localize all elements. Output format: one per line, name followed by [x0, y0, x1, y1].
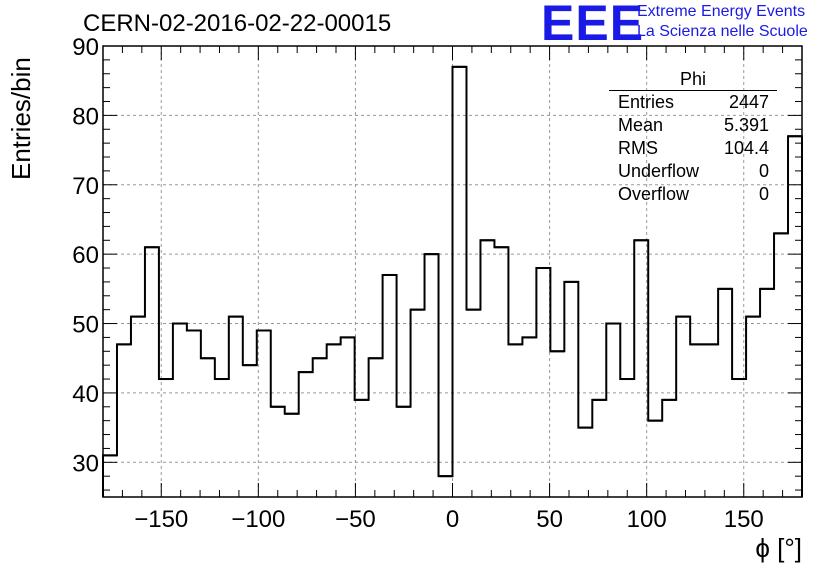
y-tick-label: 50 — [72, 312, 99, 339]
stats-value: 0 — [758, 161, 769, 181]
stats-title: Phi — [609, 68, 777, 91]
stats-row-rms: RMS 104.4 — [609, 137, 777, 160]
stats-row-overflow: Overflow 0 — [609, 183, 777, 206]
stats-row-underflow: Underflow 0 — [609, 160, 777, 183]
chart-title: CERN-02-2016-02-22-00015 — [83, 10, 392, 37]
y-tick-label: 30 — [72, 450, 99, 477]
stats-row-entries: Entries 2447 — [609, 91, 777, 114]
stats-label: Underflow — [618, 161, 700, 181]
logo-line-2: La Scienza nelle Scuole — [637, 23, 808, 40]
stats-box: Phi Entries 2447 Mean 5.391 RMS 104.4 Un… — [609, 68, 777, 206]
x-tick-label: 150 — [724, 506, 764, 533]
stats-value: 2447 — [728, 92, 769, 112]
stats-label: Entries — [618, 92, 675, 112]
logo-line-1: Extreme Energy Events — [637, 3, 806, 20]
stats-label: Overflow — [618, 184, 690, 204]
x-tick-label: 100 — [627, 506, 667, 533]
x-tick-label: −100 — [231, 506, 285, 533]
logo-caption: Extreme Energy Events La Scienza nelle S… — [637, 2, 808, 42]
stats-value: 5.391 — [723, 115, 769, 135]
x-tick-label: 50 — [536, 506, 563, 533]
y-tick-label: 60 — [72, 242, 99, 269]
stats-value: 0 — [758, 184, 769, 204]
y-axis-label: Entries/bin — [6, 57, 36, 180]
stats-row-mean: Mean 5.391 — [609, 114, 777, 137]
stats-value: 104.4 — [723, 138, 769, 158]
x-tick-label: 0 — [446, 506, 459, 533]
eee-logo: EEE — [541, 0, 645, 51]
x-axis-label: ϕ [°] — [755, 533, 802, 563]
stats-label: Mean — [618, 115, 664, 135]
y-tick-label: 70 — [72, 173, 99, 200]
stats-label: RMS — [618, 138, 658, 158]
x-tick-label: −50 — [335, 506, 376, 533]
y-tick-label: 90 — [72, 34, 99, 61]
x-tick-label: −150 — [134, 506, 188, 533]
y-tick-label: 40 — [72, 381, 99, 408]
y-tick-label: 80 — [72, 103, 99, 130]
